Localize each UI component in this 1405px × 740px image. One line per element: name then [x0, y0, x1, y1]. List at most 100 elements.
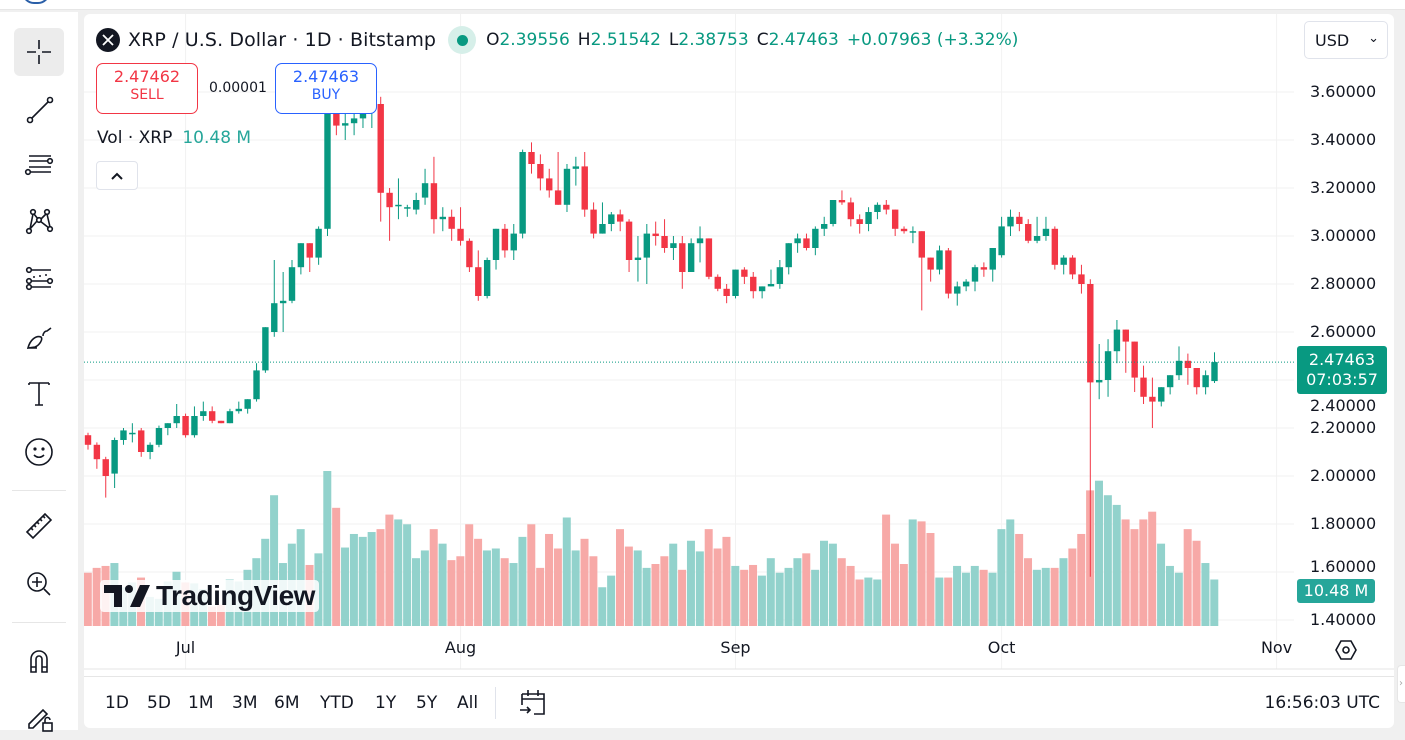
- buy-button[interactable]: 2.47463 BUY: [275, 63, 377, 114]
- volume-bar: [456, 556, 465, 626]
- candle-body: [191, 416, 198, 436]
- collapse-legend-button[interactable]: [96, 161, 138, 190]
- volume-bar: [917, 521, 926, 626]
- candle-body: [1087, 284, 1094, 383]
- ohlc-high-label: H: [577, 30, 591, 50]
- candle-body: [1051, 228, 1059, 265]
- range-button-1d[interactable]: 1D: [105, 693, 129, 713]
- volume-bar: [944, 577, 953, 626]
- price-axis-label: 2.60000: [1310, 322, 1377, 341]
- toolbar-divider: [12, 622, 66, 623]
- candle-body: [829, 200, 837, 224]
- time-axis-label: Oct: [987, 638, 1016, 657]
- volume-bar: [332, 507, 341, 626]
- volume-bar: [953, 565, 962, 626]
- volume-bar: [1157, 543, 1166, 626]
- volume-bar: [1174, 572, 1183, 626]
- candle-body: [705, 238, 713, 277]
- candle-body: [679, 243, 686, 272]
- volume-bar: [518, 536, 527, 626]
- candle-body: [652, 233, 659, 236]
- trend-line-tool[interactable]: [14, 86, 64, 134]
- candle-body: [492, 228, 500, 260]
- volume-bar: [1121, 519, 1130, 626]
- chevron-up-icon: [111, 172, 123, 180]
- magnet-icon: [30, 650, 48, 673]
- pattern-tool[interactable]: [14, 198, 64, 246]
- volume-bar: [837, 558, 846, 626]
- go-to-date-icon[interactable]: [516, 685, 550, 719]
- price-axis-label: 3.60000: [1310, 82, 1377, 101]
- volume-bar: [1032, 569, 1041, 626]
- range-button-3m[interactable]: 3M: [232, 693, 258, 713]
- pencil-lock-icon: [28, 708, 53, 732]
- sell-button[interactable]: 2.47462 SELL: [96, 63, 198, 114]
- volume-bar: [411, 558, 420, 626]
- volume-bar: [882, 514, 891, 626]
- volume-bar: [1024, 558, 1033, 626]
- forecasting-tool[interactable]: [14, 256, 64, 304]
- volume-bar: [323, 471, 332, 626]
- chart-settings-icon[interactable]: [1334, 638, 1358, 662]
- ruler-icon: [25, 512, 53, 540]
- candle-body: [900, 228, 908, 232]
- volume-bar: [403, 524, 412, 626]
- range-button-5y[interactable]: 5Y: [416, 693, 438, 713]
- range-button-all[interactable]: All: [457, 693, 479, 713]
- volume-bar: [385, 514, 394, 626]
- candle-body: [528, 152, 535, 164]
- bar-countdown: 07:03:57: [1306, 370, 1378, 390]
- candle-body: [173, 416, 180, 424]
- candle-body: [821, 224, 828, 229]
- volume-bar: [447, 560, 456, 626]
- volume-legend-label[interactable]: Vol · XRP: [97, 128, 173, 148]
- emoji-tool[interactable]: [14, 428, 64, 476]
- volume-legend-value: 10.48 M: [182, 128, 252, 148]
- volume-tag: 10.48 M: [1297, 579, 1375, 603]
- sell-label: SELL: [130, 87, 164, 103]
- volume-bar: [695, 551, 704, 626]
- range-button-ytd[interactable]: YTD: [320, 693, 354, 713]
- fib-retracement-tool[interactable]: [14, 142, 64, 190]
- zoom-in-tool[interactable]: [14, 560, 64, 608]
- magnet-tool[interactable]: [14, 636, 64, 684]
- volume-bar: [935, 577, 944, 626]
- candle-body: [812, 228, 819, 248]
- crosshair-tool[interactable]: [14, 28, 64, 76]
- volume-bar: [562, 517, 571, 626]
- chevron-down-icon: ⌄: [1368, 31, 1379, 46]
- candle-body: [386, 192, 393, 208]
- currency-select[interactable]: USD ⌄: [1304, 21, 1388, 59]
- ohlc-high-value: 2.51542: [590, 30, 661, 50]
- sell-price: 2.47462: [113, 67, 181, 86]
- candle-body: [510, 233, 517, 251]
- position-forecast-icon: [25, 266, 54, 291]
- price-chart[interactable]: [84, 14, 1394, 676]
- side-panel-handle[interactable]: ›: [1397, 665, 1405, 703]
- range-button-1m[interactable]: 1M: [188, 693, 214, 713]
- candle-body: [244, 399, 251, 409]
- candle-body: [1184, 360, 1192, 368]
- candle-body: [918, 231, 925, 258]
- candle-body: [1069, 257, 1076, 275]
- volume-bar: [811, 569, 820, 626]
- lock-drawings-tool[interactable]: [14, 692, 64, 740]
- volume-bar: [394, 519, 403, 626]
- candle-body: [439, 216, 446, 220]
- volume-bar: [270, 495, 279, 626]
- symbol-title[interactable]: XRP / U.S. Dollar · 1D · Bitstamp: [128, 29, 437, 51]
- range-button-6m[interactable]: 6M: [274, 693, 300, 713]
- brush-tool[interactable]: [14, 314, 64, 362]
- candle-body: [253, 370, 260, 400]
- text-tool[interactable]: [14, 370, 64, 418]
- measure-tool[interactable]: [14, 502, 64, 550]
- volume-bar: [633, 550, 642, 626]
- price-axis-label: 2.40000: [1310, 396, 1377, 416]
- volume-bar: [1148, 511, 1157, 626]
- candle-body: [954, 286, 961, 294]
- candle-body: [1131, 341, 1138, 378]
- range-button-1y[interactable]: 1Y: [375, 693, 397, 713]
- candle-body: [1158, 387, 1165, 402]
- utc-clock[interactable]: 16:56:03 UTC: [1264, 693, 1380, 713]
- range-button-5d[interactable]: 5D: [147, 693, 171, 713]
